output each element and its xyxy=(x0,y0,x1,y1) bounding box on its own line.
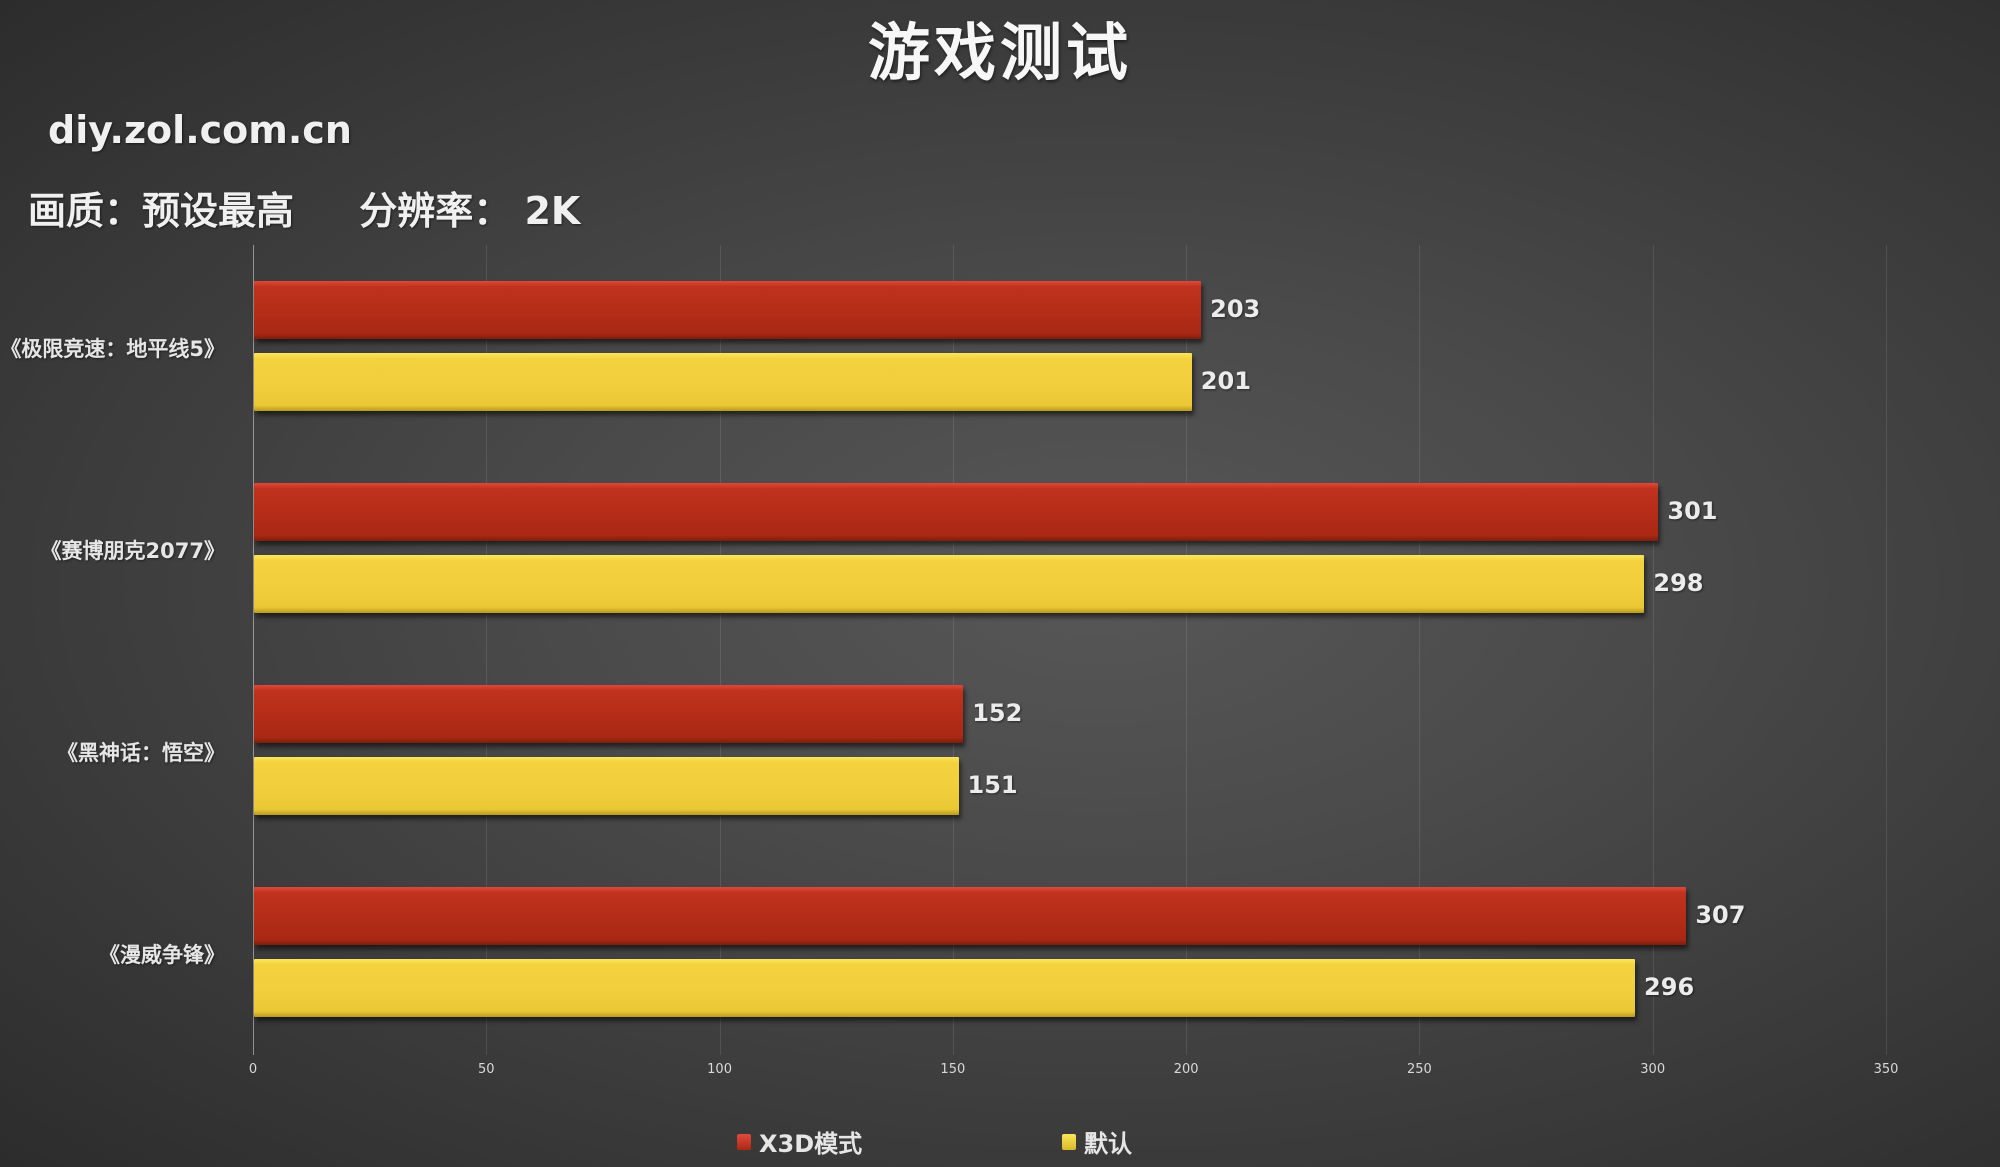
data-label: 151 xyxy=(967,771,1018,799)
gridline xyxy=(1886,245,1887,1055)
x-tick-label: 350 xyxy=(1873,1062,1899,1077)
legend-item-default: 默认 xyxy=(1062,1124,1132,1159)
gridline xyxy=(1652,245,1654,1055)
data-label: 201 xyxy=(1200,367,1251,395)
category-label: 《极限竞速：地平线5》 xyxy=(0,337,225,361)
data-label: 298 xyxy=(1653,569,1704,597)
x-tick-label: 50 xyxy=(478,1062,495,1077)
test-settings: 画质：预设最高 分辨率： 2K xyxy=(28,180,632,235)
resolution-label: 分辨率： 2K xyxy=(359,189,581,233)
bar-x3d xyxy=(254,483,1659,541)
gridline xyxy=(719,245,721,1055)
bar-default xyxy=(254,959,1636,1017)
category-label: 《漫威争锋》 xyxy=(99,943,225,967)
x-tick-label: 200 xyxy=(1173,1062,1199,1077)
legend-swatch-red-icon xyxy=(737,1133,751,1150)
bar-x3d xyxy=(254,887,1687,945)
gridline xyxy=(486,245,488,1055)
y-axis-line xyxy=(253,245,254,1055)
category-label: 《黑神话：悟空》 xyxy=(57,741,225,765)
gridline xyxy=(1419,245,1421,1055)
data-label: 296 xyxy=(1644,973,1695,1001)
plot-area: 203 201 301 298 152 151 307 296 xyxy=(253,245,1887,1055)
bar-default xyxy=(254,353,1192,411)
category-label: 《赛博朋克2077》 xyxy=(40,539,225,563)
quality-label: 画质：预设最高 xyxy=(28,189,295,233)
bar-default xyxy=(254,555,1645,613)
x-tick-label: 250 xyxy=(1407,1062,1432,1077)
data-label: 203 xyxy=(1210,295,1261,323)
bar-x3d xyxy=(254,281,1202,339)
x-tick-label: 150 xyxy=(940,1062,966,1077)
data-label: 301 xyxy=(1667,497,1718,525)
watermark: diy.zol.com.cn xyxy=(48,108,352,152)
x-tick-label: 300 xyxy=(1640,1062,1666,1077)
bar-default xyxy=(254,757,959,815)
legend-item-x3d: X3D模式 xyxy=(737,1124,862,1159)
legend-label: 默认 xyxy=(1084,1130,1132,1158)
x-tick-label: 0 xyxy=(248,1062,258,1077)
legend-label: X3D模式 xyxy=(759,1130,863,1158)
chart-title: 游戏测试 xyxy=(867,16,1132,89)
x-tick-label: 100 xyxy=(707,1062,732,1077)
gridline xyxy=(1186,245,1188,1055)
gridline xyxy=(952,245,954,1055)
data-label: 152 xyxy=(972,699,1023,727)
data-label: 307 xyxy=(1695,901,1746,929)
legend-swatch-yellow-icon xyxy=(1062,1133,1076,1150)
bar-x3d xyxy=(254,685,964,743)
